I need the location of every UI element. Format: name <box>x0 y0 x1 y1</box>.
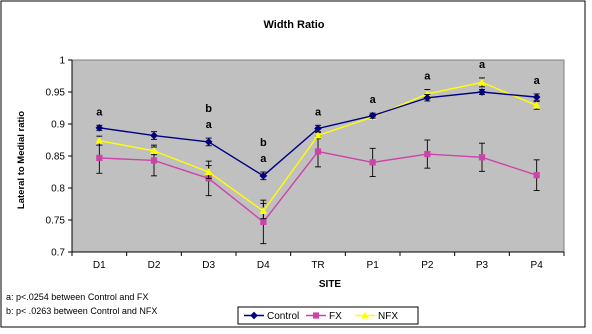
annotation-label: a <box>260 153 267 165</box>
y-tick-label: 0.85 <box>46 152 66 163</box>
x-tick-label: P4 <box>531 260 544 271</box>
data-point <box>314 148 322 155</box>
data-point <box>423 93 432 102</box>
x-tick-label: D3 <box>202 260 215 271</box>
data-point <box>478 88 486 96</box>
chart-title: Width Ratio <box>264 19 325 31</box>
y-tick-label: 0.8 <box>51 184 65 195</box>
annotation-label: b <box>205 103 212 115</box>
data-point <box>204 167 213 176</box>
data-point <box>368 111 377 120</box>
data-point <box>532 101 541 109</box>
data-point <box>95 136 104 144</box>
data-point <box>314 124 322 133</box>
data-point <box>532 93 541 101</box>
data-point <box>259 207 268 215</box>
annotation-label: a <box>424 70 431 82</box>
data-point <box>96 154 103 162</box>
x-tick-label: P3 <box>476 260 489 271</box>
annotation-label: b <box>260 137 267 149</box>
x-tick-label: P2 <box>421 260 434 271</box>
y-axis-title: Lateral to Medial ratio <box>16 111 27 209</box>
data-point <box>312 312 320 319</box>
y-axis: 0.7 0.75 0.8 0.85 0.9 0.95 1 <box>46 56 73 259</box>
x-axis: D1 D2 D3 D4 TR P1 P2 P3 P4 <box>71 251 565 271</box>
annotation-label: a <box>315 106 322 118</box>
data-point <box>204 138 213 146</box>
legend-label: NFX <box>378 311 398 322</box>
data-point <box>478 154 486 161</box>
x-tick-label: D2 <box>148 260 161 271</box>
data-point <box>369 159 376 166</box>
legend: Control FX NFX <box>237 306 419 325</box>
data-point <box>150 146 158 154</box>
data-point <box>250 311 258 320</box>
y-tick-label: 0.95 <box>46 88 66 99</box>
annotation-label: a <box>479 59 486 71</box>
data-point <box>260 218 267 226</box>
legend-box <box>237 306 419 325</box>
legend-label: FX <box>329 311 342 322</box>
data-point <box>478 78 486 86</box>
series-group <box>95 77 541 245</box>
x-tick-label: D1 <box>93 260 106 271</box>
legend-label: Control <box>267 311 299 322</box>
data-point <box>150 131 158 140</box>
data-point <box>259 172 268 180</box>
series-control <box>95 88 541 181</box>
x-tick-label: P1 <box>367 260 380 271</box>
x-tick-label: TR <box>311 260 324 271</box>
data-point <box>424 150 431 158</box>
x-axis-title: SITE <box>319 279 342 290</box>
annotation-label: a <box>206 119 213 131</box>
data-point <box>150 157 158 164</box>
data-point <box>361 311 369 319</box>
x-tick-label: D4 <box>257 260 270 271</box>
footnote-b: b: p< .0263 between Control and NFX <box>6 306 158 316</box>
y-tick-label: 0.7 <box>51 248 65 259</box>
y-tick-label: 0.75 <box>46 216 66 227</box>
y-tick-label: 1 <box>59 56 65 67</box>
annotation-label: a <box>534 75 541 87</box>
y-tick-label: 0.9 <box>51 120 65 131</box>
data-point <box>533 172 540 179</box>
annotation-label: a <box>96 106 103 118</box>
data-point <box>314 131 322 139</box>
data-point <box>95 124 104 132</box>
annotation-label: a <box>370 94 377 106</box>
footnote-a: a: p<.0254 between Control and FX <box>6 292 149 302</box>
